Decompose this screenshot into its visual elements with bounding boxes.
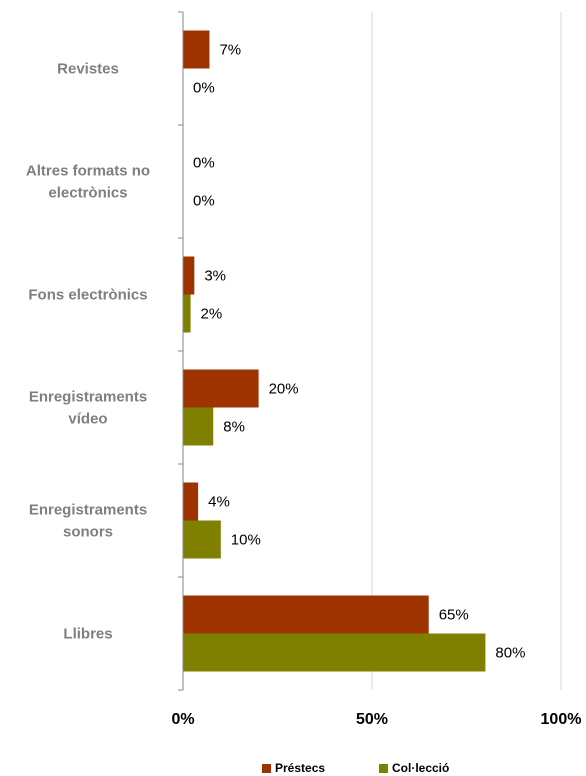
bar [183,595,429,634]
category-label: Llibres [63,626,112,643]
data-label: 0% [193,80,215,97]
category-label: Altres formats no electrònics [26,163,150,202]
bar [183,407,214,446]
data-label: 8% [223,419,245,436]
bar [183,369,259,408]
x-tick-label: 100% [541,711,582,728]
axes [178,11,184,691]
bar [183,633,486,672]
data-label: 80% [495,645,525,662]
category-label: Revistes [57,61,119,78]
data-label: 10% [231,532,261,549]
bar [183,294,191,333]
legend-label: Col·lecció [392,761,449,775]
category-label: Enregistraments sonors [29,502,147,541]
legend-swatch [379,764,388,773]
legend-label: Préstecs [275,761,325,775]
category-label: Fons electrònics [28,287,147,304]
data-labels: 7% 0% 0% 0% 3% 2% 20% 8% 4% 10% 65% 80% [193,42,525,662]
bars [183,30,486,672]
x-tick-labels: 0% 50% 100% [171,711,581,728]
data-label: 0% [193,193,215,210]
legend: Préstecs Col·lecció [262,761,449,775]
gridlines [371,12,562,690]
data-label: 2% [201,306,223,323]
x-tick-label: 0% [171,711,194,728]
bar [183,256,195,295]
data-label: 7% [219,42,241,59]
bar [183,520,221,559]
category-labels: Revistes Altres formats no electrònics Fons… [26,61,150,643]
bar [183,30,210,69]
data-label: 3% [204,268,226,285]
data-label: 4% [208,494,230,511]
data-label: 65% [439,607,469,624]
data-label: 20% [269,381,299,398]
bar [183,482,199,521]
category-label: Enregistraments vídeo [29,389,147,428]
data-label: 0% [193,155,215,172]
x-tick-label: 50% [356,711,388,728]
legend-swatch [262,764,271,773]
